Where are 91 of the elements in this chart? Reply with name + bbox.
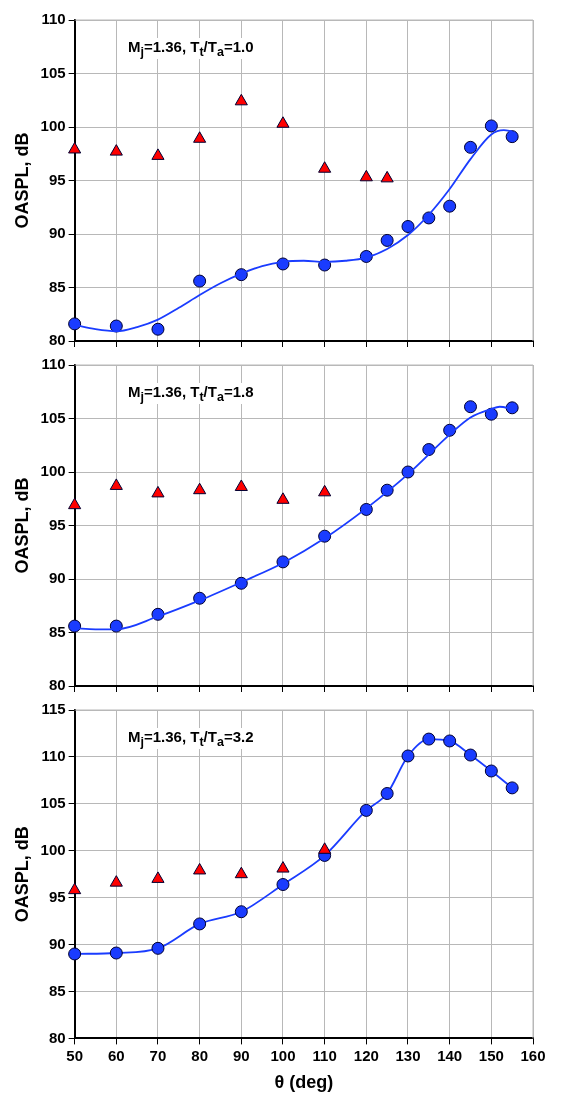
- annotation: M$_{j}$=1.36, T$_{t}$/T$_{a}$=1.0: [128, 38, 254, 59]
- point: [68, 619, 82, 633]
- point: [401, 220, 415, 234]
- point: [318, 161, 332, 173]
- point: [68, 317, 82, 331]
- annotation: M$_{j}$=1.36, T$_{t}$/T$_{a}$=1.8: [128, 383, 254, 404]
- point: [193, 482, 207, 495]
- point: [443, 734, 457, 748]
- x-tick-label: 130: [395, 1046, 421, 1064]
- y-tick-label: 110: [41, 355, 66, 373]
- y-tick-label: 110: [41, 747, 66, 765]
- y-tick-label: 90: [48, 569, 66, 587]
- point: [276, 116, 290, 128]
- point: [484, 764, 498, 778]
- y-axis-title: OASPL, dB: [11, 132, 32, 229]
- y-tick-label: 100: [40, 840, 66, 858]
- point: [109, 144, 123, 156]
- point: [318, 842, 332, 854]
- annotation: M$_{j}$=1.36, T$_{t}$/T$_{a}$=3.2: [128, 728, 254, 749]
- y-tick-label: 115: [41, 700, 66, 718]
- point: [276, 861, 290, 873]
- point: [464, 748, 477, 762]
- y-tick-label: 105: [40, 408, 66, 426]
- point: [68, 497, 82, 510]
- x-tick-label: 50: [66, 1046, 83, 1064]
- x-tick-label: 110: [312, 1046, 337, 1064]
- point: [318, 484, 332, 497]
- point: [234, 93, 248, 106]
- point: [109, 946, 123, 960]
- point: [276, 492, 290, 504]
- point: [68, 882, 82, 895]
- point: [422, 732, 436, 746]
- y-tick-label: 85: [48, 622, 66, 640]
- x-tick-label: 160: [520, 1046, 546, 1064]
- point: [193, 917, 207, 931]
- point: [464, 400, 477, 414]
- point: [464, 140, 477, 154]
- y-tick-label: 95: [48, 887, 66, 905]
- y-tick-label: 90: [48, 224, 66, 242]
- point: [151, 871, 165, 883]
- x-tick-label: 100: [270, 1046, 296, 1064]
- y-tick-label: 95: [48, 515, 66, 533]
- y-tick-label: 80: [48, 1028, 66, 1046]
- x-tick-label: 70: [149, 1046, 167, 1064]
- point: [193, 862, 207, 875]
- point: [68, 141, 82, 154]
- x-tick-label: 90: [232, 1046, 250, 1064]
- y-tick-label: 80: [48, 331, 66, 349]
- point: [68, 947, 82, 961]
- x-tick-label: 120: [353, 1046, 379, 1064]
- y-axis-title: OASPL, dB: [11, 826, 32, 923]
- point: [380, 233, 394, 247]
- x-tick-label: 150: [478, 1046, 504, 1064]
- y-tick-label: 80: [48, 676, 66, 694]
- y-axis-title: OASPL, dB: [11, 477, 32, 574]
- point: [443, 199, 457, 213]
- point: [505, 781, 519, 795]
- point: [151, 485, 165, 498]
- point: [151, 148, 165, 160]
- y-tick-label: 85: [48, 277, 66, 295]
- point: [380, 170, 394, 183]
- point: [234, 905, 248, 919]
- y-tick-label: 100: [40, 117, 66, 135]
- point: [193, 131, 207, 143]
- point: [109, 478, 123, 490]
- point: [380, 787, 394, 801]
- point: [234, 479, 248, 491]
- point: [359, 803, 373, 817]
- x-tick-label: 60: [107, 1046, 125, 1064]
- point: [276, 878, 290, 892]
- point: [484, 119, 498, 133]
- point: [401, 749, 415, 763]
- y-tick-label: 105: [40, 793, 66, 811]
- point: [151, 322, 165, 336]
- y-tick-label: 110: [41, 10, 66, 28]
- y-tick-label: 100: [40, 462, 66, 480]
- x-axis-title: θ (deg): [274, 1072, 334, 1093]
- y-tick-label: 105: [40, 63, 66, 81]
- y-tick-label: 85: [48, 981, 66, 999]
- y-tick-label: 95: [48, 170, 66, 188]
- x-tick-label: 80: [191, 1046, 208, 1064]
- x-tick-label: 140: [437, 1046, 463, 1064]
- point: [109, 875, 123, 887]
- y-tick-label: 90: [48, 934, 66, 952]
- point: [234, 866, 248, 879]
- point: [193, 274, 207, 288]
- point: [505, 130, 519, 144]
- point: [505, 401, 519, 415]
- point: [151, 941, 165, 955]
- point: [484, 407, 498, 421]
- point: [359, 169, 373, 182]
